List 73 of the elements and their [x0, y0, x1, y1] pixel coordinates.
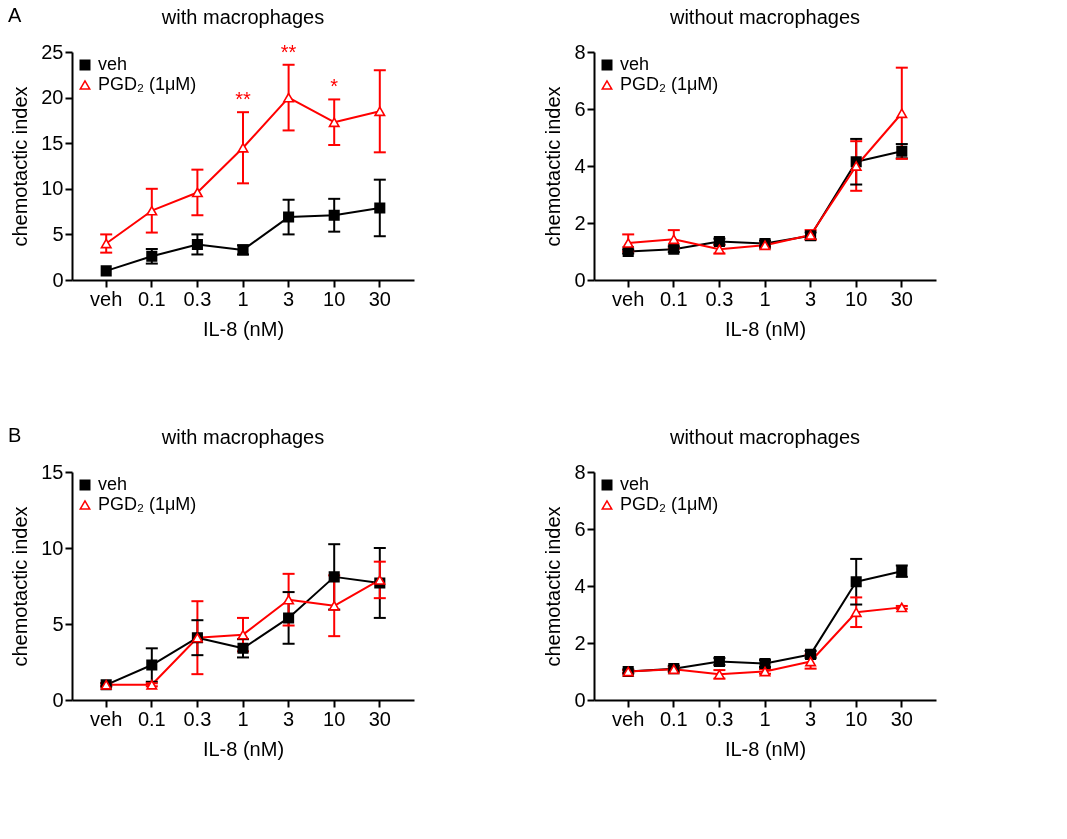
x-axis-title: IL-8 (nM) — [202, 317, 285, 340]
x-tick-label: 1 — [237, 707, 249, 730]
y-tick-label: 0 — [52, 268, 64, 291]
x-tick-label: veh — [90, 287, 123, 310]
x-tick-label: 3 — [805, 707, 817, 730]
x-tick-label: 30 — [890, 287, 913, 310]
y-tick-label: 15 — [41, 460, 64, 483]
y-tick-label: 6 — [574, 97, 586, 120]
legend-label: veh — [98, 54, 128, 74]
x-tick-label: 3 — [283, 287, 295, 310]
x-tick-label: 30 — [368, 707, 391, 730]
legend-label: veh — [620, 54, 650, 74]
chart-title: with macrophages — [160, 426, 325, 448]
x-tick-label: 10 — [845, 707, 868, 730]
text: A — [8, 4, 22, 27]
legend-label: veh — [620, 474, 650, 494]
y-tick-label: 4 — [574, 154, 586, 177]
annotation: * — [330, 75, 339, 98]
y-tick-label: 20 — [41, 86, 64, 109]
x-tick-label: 0.3 — [705, 707, 734, 730]
legend-label: PGD₂ (1μM) — [620, 494, 719, 514]
y-tick-label: 25 — [41, 40, 64, 63]
y-axis-title: chemotactic index — [9, 506, 32, 667]
x-tick-label: 1 — [759, 287, 771, 310]
chart-title: without macrophages — [668, 426, 861, 448]
legend-label: PGD₂ (1μM) — [98, 494, 197, 514]
x-tick-label: veh — [612, 287, 645, 310]
x-tick-label: veh — [612, 707, 645, 730]
y-tick-label: 5 — [52, 612, 64, 635]
y-axis-title: chemotactic index — [542, 506, 565, 667]
y-tick-label: 10 — [41, 177, 64, 200]
y-axis-title: chemotactic index — [542, 86, 565, 247]
y-tick-label: 0 — [574, 688, 586, 711]
x-tick-label: 0.3 — [183, 707, 212, 730]
x-tick-label: 10 — [323, 287, 346, 310]
x-tick-label: 10 — [323, 707, 346, 730]
x-tick-label: veh — [90, 707, 123, 730]
text: B — [8, 424, 22, 447]
x-tick-label: 0.1 — [137, 707, 166, 730]
chart-title: with macrophages — [160, 6, 325, 28]
x-tick-label: 0.3 — [183, 287, 212, 310]
y-axis-title: chemotactic index — [9, 86, 32, 247]
y-tick-label: 2 — [574, 631, 586, 654]
y-tick-label: 0 — [574, 268, 586, 291]
y-tick-label: 10 — [41, 536, 64, 559]
chart-title: without macrophages — [668, 6, 861, 28]
x-tick-label: 3 — [805, 287, 817, 310]
x-tick-label: 0.3 — [705, 287, 734, 310]
x-tick-label: 30 — [368, 287, 391, 310]
y-tick-label: 15 — [41, 131, 64, 154]
y-tick-label: 0 — [52, 688, 64, 711]
annotation: ** — [280, 40, 297, 63]
legend-label: veh — [98, 474, 128, 494]
y-tick-label: 2 — [574, 211, 586, 234]
x-tick-label: 3 — [283, 707, 295, 730]
annotation: ** — [235, 88, 251, 111]
x-tick-label: 30 — [890, 707, 913, 730]
y-tick-label: 5 — [52, 222, 64, 245]
x-tick-label: 1 — [759, 707, 771, 730]
x-axis-title: IL-8 (nM) — [724, 317, 807, 340]
y-tick-label: 6 — [574, 517, 586, 540]
x-axis-title: IL-8 (nM) — [202, 737, 285, 760]
x-axis-title: IL-8 (nM) — [724, 737, 807, 760]
y-tick-label: 8 — [574, 460, 586, 483]
y-tick-label: 4 — [574, 574, 586, 597]
legend-label: PGD₂ (1μM) — [98, 74, 197, 94]
legend-label: PGD₂ (1μM) — [620, 74, 719, 94]
x-tick-label: 1 — [237, 287, 249, 310]
x-tick-label: 0.1 — [137, 287, 166, 310]
y-tick-label: 8 — [574, 40, 586, 63]
x-tick-label: 10 — [845, 287, 868, 310]
x-tick-label: 0.1 — [659, 707, 688, 730]
x-tick-label: 0.1 — [659, 287, 688, 310]
